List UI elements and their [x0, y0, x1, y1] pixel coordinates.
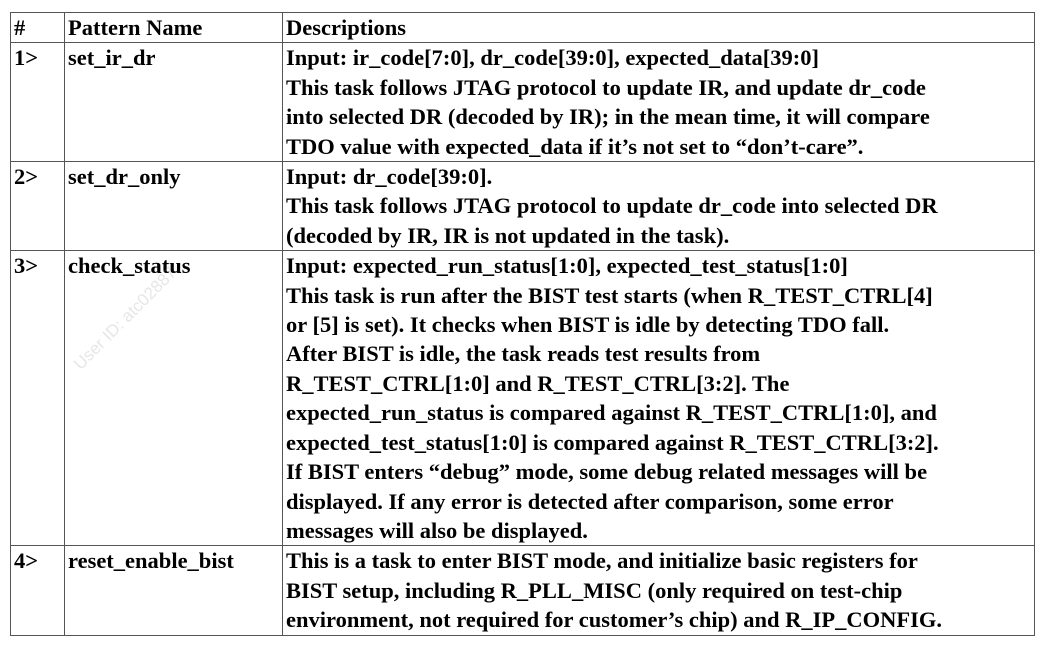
description-line: This task follows JTAG protocol to updat…: [286, 193, 938, 219]
description-line: environment, not required for customer’s…: [286, 607, 943, 633]
description-line: messages will also be displayed.: [286, 517, 588, 543]
pattern-description: This is a task to enter BIST mode, and i…: [282, 545, 1035, 636]
row-number: 3>: [10, 250, 65, 547]
pattern-name: set_dr_only: [64, 161, 283, 252]
row-number: 1>: [10, 42, 65, 163]
description-line: This task is run after the BIST test sta…: [286, 282, 933, 308]
pattern-name: set_ir_dr: [64, 42, 283, 163]
description-line: Input: ir_code[7:0], dr_code[39:0], expe…: [286, 45, 820, 71]
description-line: displayed. If any error is detected afte…: [286, 488, 894, 514]
description-line: (decoded by IR, IR is not updated in the…: [286, 222, 730, 248]
pattern-name: check_status: [64, 250, 283, 547]
table-row: 4> reset_enable_bist This is a task to e…: [10, 545, 1035, 636]
pattern-description: Input: ir_code[7:0], dr_code[39:0], expe…: [282, 42, 1035, 163]
description-line: R_TEST_CTRL[1:0] and R_TEST_CTRL[3:2]. T…: [286, 370, 790, 396]
table-row: 1> set_ir_dr Input: ir_code[7:0], dr_cod…: [10, 42, 1035, 163]
header-number: #: [10, 11, 65, 44]
row-number: 2>: [10, 161, 65, 252]
description-line: Input: dr_code[39:0].: [286, 164, 493, 190]
description-line: expected_test_status[1:0] is compared ag…: [286, 429, 939, 455]
description-line: This is a task to enter BIST mode, and i…: [286, 548, 918, 574]
row-number: 4>: [10, 545, 65, 636]
description-line: After BIST is idle, the task reads test …: [286, 341, 761, 367]
description-line: Input: expected_run_status[1:0], expecte…: [286, 253, 848, 279]
pattern-description: Input: dr_code[39:0]. This task follows …: [282, 161, 1035, 252]
pattern-name: reset_enable_bist: [64, 545, 283, 636]
pattern-table: # Pattern Name Descriptions 1> set_ir_dr…: [10, 11, 1035, 636]
description-line: If BIST enters “debug” mode, some debug …: [286, 459, 928, 485]
description-line: or [5] is set). It checks when BIST is i…: [286, 312, 890, 338]
document-page: # Pattern Name Descriptions 1> set_ir_dr…: [10, 11, 1035, 636]
description-line: This task follows JTAG protocol to updat…: [286, 74, 926, 100]
table-row: 2> set_dr_only Input: dr_code[39:0]. Thi…: [10, 161, 1035, 252]
header-descriptions: Descriptions: [282, 11, 1035, 44]
description-line: TDO value with expected_data if it’s not…: [286, 133, 864, 159]
header-pattern-name: Pattern Name: [64, 11, 283, 44]
description-line: into selected DR (decoded by IR); in the…: [286, 104, 930, 130]
table-row: 3> check_status Input: expected_run_stat…: [10, 250, 1035, 547]
table-header-row: # Pattern Name Descriptions: [10, 11, 1035, 44]
description-line: BIST setup, including R_PLL_MISC (only r…: [286, 577, 903, 603]
description-line: expected_run_status is compared against …: [286, 400, 937, 426]
pattern-description: Input: expected_run_status[1:0], expecte…: [282, 250, 1035, 547]
